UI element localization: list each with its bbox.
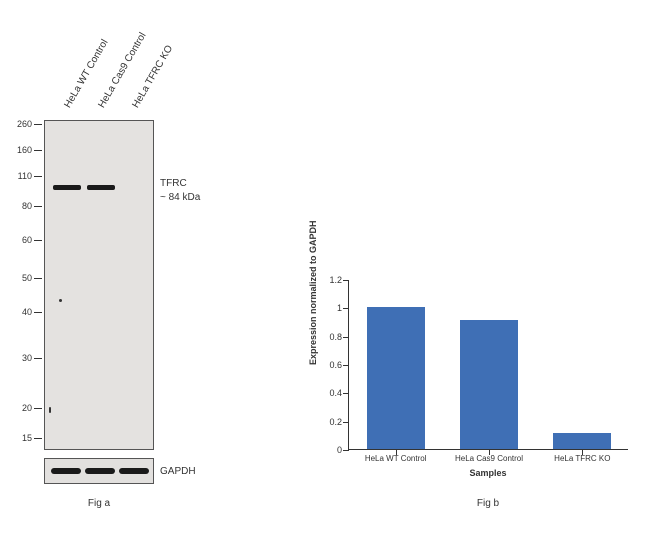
tfrc-band-lane1 — [53, 185, 81, 190]
target-protein-label: TFRC — [160, 178, 187, 189]
mw-marker-tick — [34, 150, 42, 151]
mw-marker-tick — [34, 312, 42, 313]
chart-y-tick-label: 0 — [318, 445, 342, 455]
gapdh-band-lane1 — [51, 468, 81, 474]
mw-marker-label: 20 — [10, 403, 32, 413]
mw-marker-tick — [34, 124, 42, 125]
figure-a-caption: Fig a — [44, 498, 154, 509]
blot-speck — [49, 407, 51, 413]
chart-x-axis-label: Samples — [348, 468, 628, 478]
chart-y-tick-label: 1 — [318, 303, 342, 313]
chart-x-tick-label: HeLa WT Control — [352, 454, 440, 463]
chart-x-tick-label: HeLa TFRC KO — [538, 454, 626, 463]
mw-marker-label: 110 — [10, 171, 32, 181]
chart-y-tick-label: 0.6 — [318, 360, 342, 370]
mw-marker-tick — [34, 278, 42, 279]
western-blot-panel: HeLa WT Control HeLa Cas9 Control HeLa T… — [0, 0, 290, 544]
chart-y-tick — [343, 308, 349, 309]
tfrc-band-lane2 — [87, 185, 115, 190]
gapdh-band-lane3 — [119, 468, 149, 474]
chart-y-tick-label: 1.2 — [318, 275, 342, 285]
bar-chart-panel: Expression normalized to GAPDH 00.20.40.… — [290, 0, 650, 544]
mw-marker-label: 30 — [10, 353, 32, 363]
chart-bar — [553, 433, 611, 449]
chart-y-tick — [343, 365, 349, 366]
gapdh-band-lane2 — [85, 468, 115, 474]
chart-bar — [367, 307, 425, 449]
mw-marker-tick — [34, 176, 42, 177]
chart-bar — [460, 320, 518, 449]
blot-membrane-main — [44, 120, 154, 450]
target-mw-label: ~ 84 kDa — [160, 192, 200, 203]
chart-y-axis-label: Expression normalized to GAPDH — [308, 220, 318, 365]
lane-labels-group: HeLa WT Control HeLa Cas9 Control HeLa T… — [58, 10, 168, 110]
figure-container: HeLa WT Control HeLa Cas9 Control HeLa T… — [0, 0, 650, 544]
mw-marker-tick — [34, 438, 42, 439]
chart-y-tick — [343, 337, 349, 338]
chart-y-tick — [343, 422, 349, 423]
chart-y-tick — [343, 393, 349, 394]
mw-marker-label: 15 — [10, 433, 32, 443]
chart-y-tick — [343, 280, 349, 281]
blot-membrane-loading — [44, 458, 154, 484]
mw-marker-tick — [34, 358, 42, 359]
chart-y-tick-label: 0.8 — [318, 332, 342, 342]
mw-marker-label: 60 — [10, 235, 32, 245]
mw-marker-label: 80 — [10, 201, 32, 211]
chart-y-tick — [343, 450, 349, 451]
chart-plot-area: 00.20.40.60.811.2HeLa WT ControlHeLa Cas… — [348, 280, 628, 450]
mw-marker-label: 50 — [10, 273, 32, 283]
blot-speck — [59, 299, 62, 302]
mw-marker-label: 160 — [10, 145, 32, 155]
mw-marker-label: 40 — [10, 307, 32, 317]
mw-marker-label: 260 — [10, 119, 32, 129]
chart-y-tick-label: 0.4 — [318, 388, 342, 398]
mw-marker-tick — [34, 408, 42, 409]
mw-marker-tick — [34, 206, 42, 207]
chart-x-tick-label: HeLa Cas9 Control — [445, 454, 533, 463]
loading-control-label: GAPDH — [160, 466, 196, 477]
figure-b-caption: Fig b — [348, 498, 628, 509]
mw-marker-tick — [34, 240, 42, 241]
chart-y-tick-label: 0.2 — [318, 417, 342, 427]
